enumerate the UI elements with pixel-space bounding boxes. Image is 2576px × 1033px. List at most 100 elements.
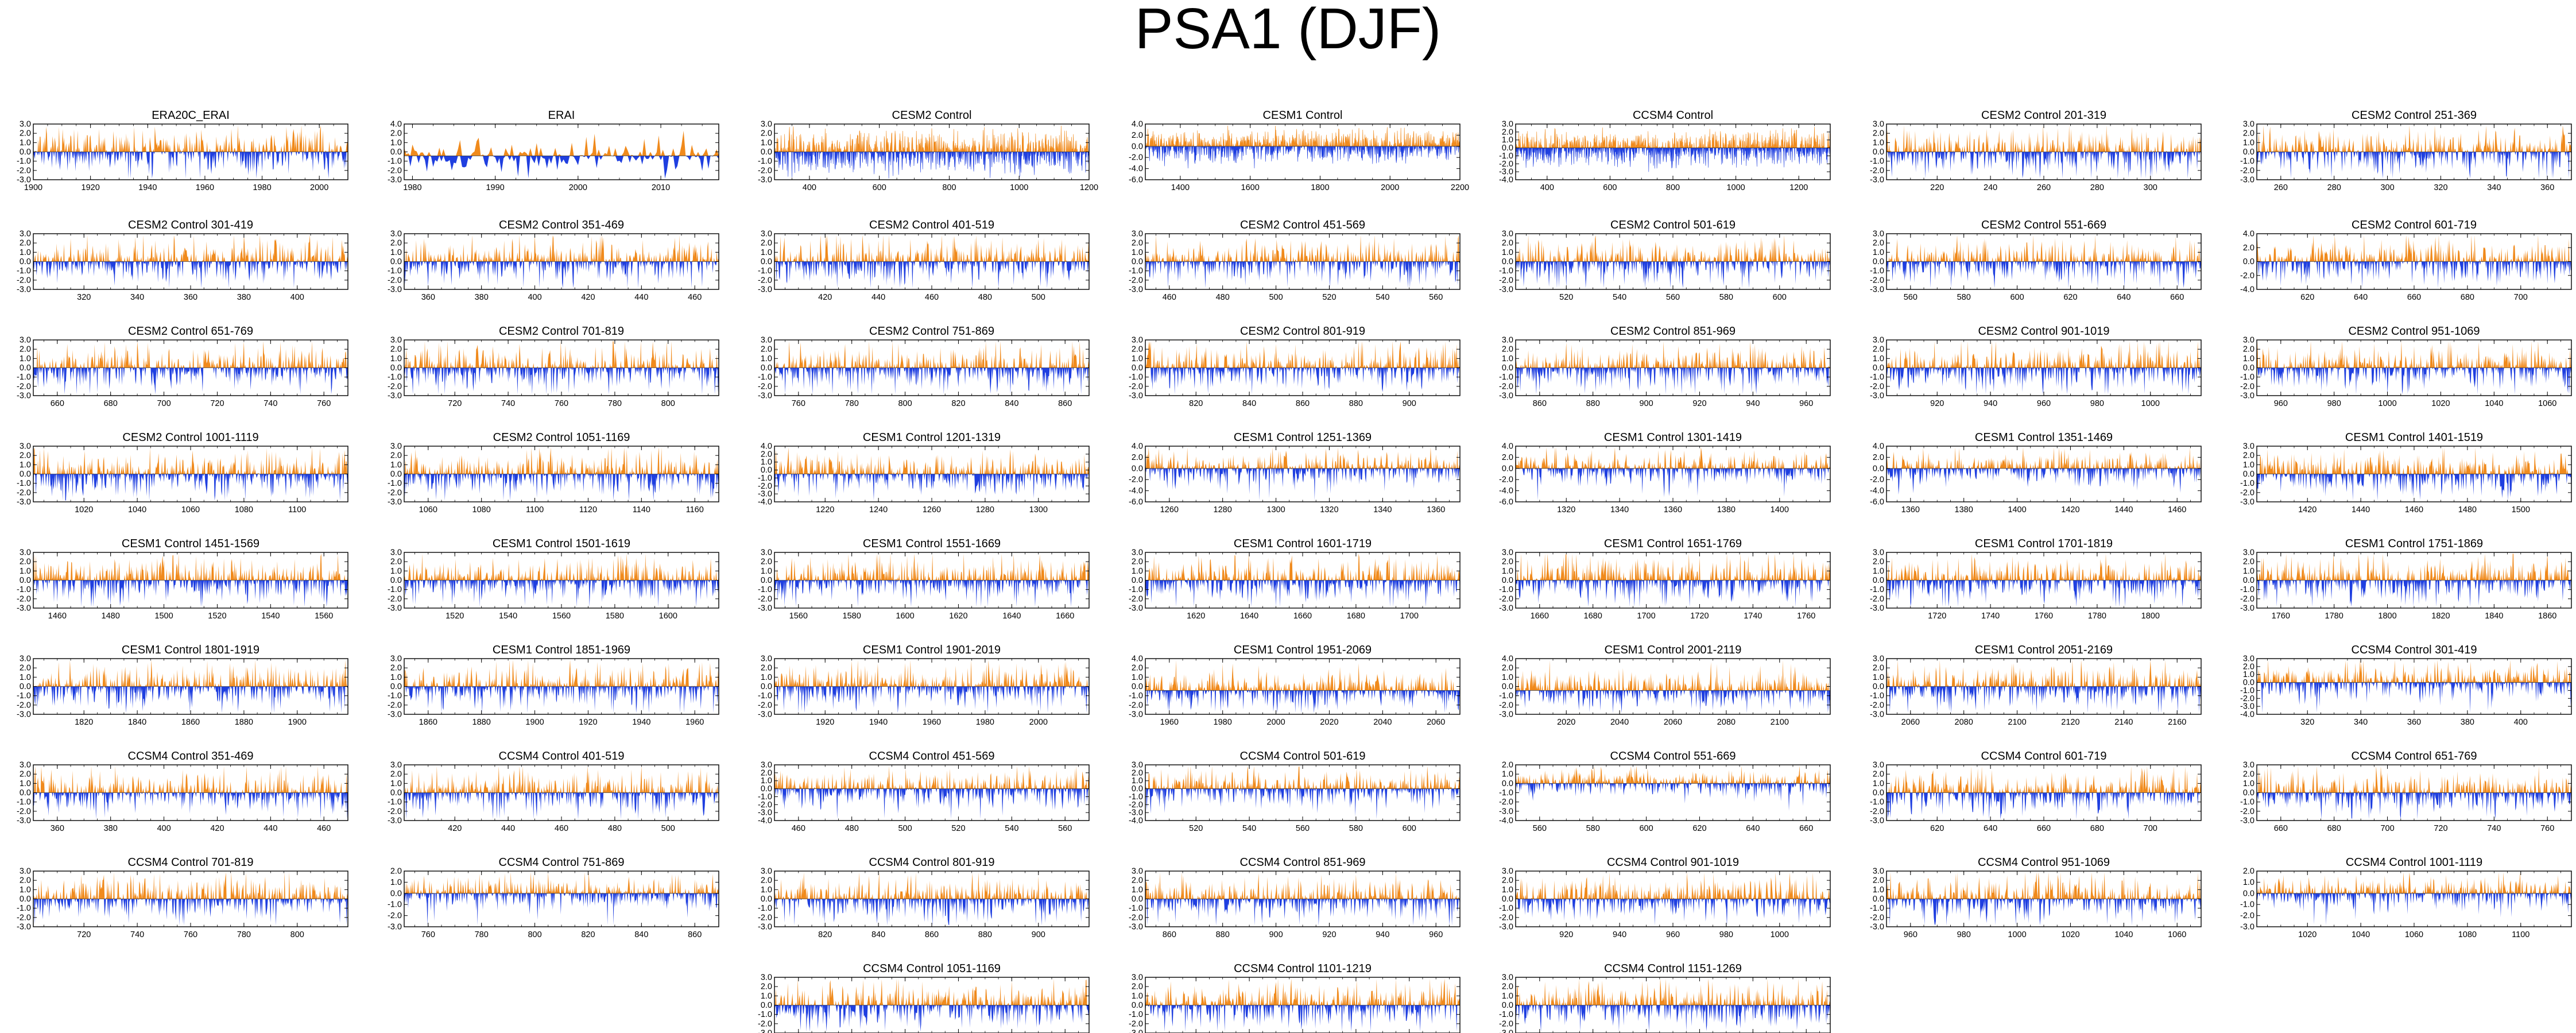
y-tick-label: 0.0 <box>1502 363 1513 373</box>
x-tick-label: 540 <box>1242 824 1256 833</box>
panel-title: CESM1 Control 1751-1869 <box>2345 537 2483 550</box>
panel-37: CESM1 Control 1851-19693.02.01.00.0-1.0-… <box>388 644 719 727</box>
negative-anomaly-area <box>774 474 1089 501</box>
positive-anomaly-area <box>1887 235 2201 262</box>
x-tick-label: 1220 <box>816 505 834 514</box>
x-tick-label: 960 <box>2274 399 2288 408</box>
x-tick-label: 1660 <box>1531 612 1549 621</box>
y-tick-label: -3.0 <box>758 604 772 613</box>
x-tick-label: 980 <box>1957 930 1971 939</box>
x-tick-label: 1060 <box>419 505 437 514</box>
y-tick-label: 2.0 <box>1502 876 1513 885</box>
panel-42: CCSM4 Control 301-419 3.02.01.00.0-1.0-2.… <box>2240 644 2572 727</box>
y-tick-label: 1.0 <box>761 248 772 257</box>
panel-title: CCSM4 Control 651-769 <box>2352 750 2477 763</box>
x-tick-label: 820 <box>818 930 832 939</box>
panel-44: CCSM4 Control 401-519 3.02.01.00.0-1.0-2.… <box>388 750 719 833</box>
y-tick-label: -3.0 <box>758 710 772 719</box>
x-tick-label: 1340 <box>1610 505 1629 514</box>
y-tick-label: -1.0 <box>1129 904 1143 913</box>
panel-4: CESM1 Control 4.0 2.0 0.0 -2.0-4.0 -6.0 1400 16… <box>1129 109 1469 192</box>
x-tick-label: 2060 <box>1427 718 1445 727</box>
y-tick-label: 0.0 <box>20 895 31 904</box>
y-tick-label: 2.0 <box>1132 768 1143 777</box>
y-tick-label: 0.0 <box>1502 895 1513 904</box>
panel-16: CESM2 Control 701-819 3.02.01.00.0-1.0-2.… <box>388 325 719 408</box>
panel-title: CCSM4 Control 951-1069 <box>1978 856 2110 869</box>
x-tick-label: 800 <box>661 399 675 408</box>
x-tick-label: 700 <box>2380 824 2394 833</box>
positive-anomaly-area <box>1145 447 1460 469</box>
y-tick-label: 2.0 <box>2243 867 2255 876</box>
y-tick-label: -2.0 <box>17 382 31 391</box>
x-tick-label: 1920 <box>816 718 834 727</box>
x-tick-label: 620 <box>2300 293 2314 302</box>
positive-anomaly-area <box>33 125 348 152</box>
plot-frame <box>1145 658 1461 715</box>
panel-24: CESM1 Control 1201-13194.02.01.00.0-1.0-… <box>758 431 1090 514</box>
y-tick-label: -3.0 <box>758 490 772 499</box>
y-tick-label: -1.0 <box>388 691 402 701</box>
x-tick-label: 480 <box>845 824 859 833</box>
x-tick-label: 800 <box>898 399 912 408</box>
y-tick-label: 0.0 <box>1873 682 1884 691</box>
y-tick-label: -1.0 <box>388 900 402 910</box>
x-tick-label: 740 <box>264 399 277 408</box>
negative-anomaly-area <box>774 686 1089 713</box>
y-tick-label: -3.0 <box>2240 817 2255 826</box>
x-tick-label: 1680 <box>1584 612 1602 621</box>
y-tick-label: -3.0 <box>758 285 772 295</box>
y-tick-label: 3.0 <box>761 120 772 129</box>
y-tick-label: 3.0 <box>1502 548 1513 558</box>
panel-46: CCSM4 Control 501-619 3.02.01.00.0-1.0-2.… <box>1129 750 1461 833</box>
y-tick-label: -3.0 <box>17 710 31 719</box>
y-tick-label: 0.0 <box>1132 142 1143 151</box>
x-tick-label: 1900 <box>525 718 544 727</box>
x-tick-label: 1840 <box>128 718 146 727</box>
x-tick-label: 560 <box>1296 824 1310 833</box>
positive-anomaly-area <box>2257 235 2571 262</box>
x-tick-label: 420 <box>448 824 462 833</box>
y-tick-label: -2.0 <box>17 913 31 922</box>
y-tick-label: -3.0 <box>388 923 402 932</box>
x-tick-label: 900 <box>1032 930 1045 939</box>
y-tick-label: 1.0 <box>2243 670 2255 679</box>
panel-title: CCSM4 Control <box>1633 109 1713 122</box>
y-tick-label: -1.0 <box>17 157 31 166</box>
x-tick-label: 1460 <box>48 612 67 621</box>
y-tick-label: 1.0 <box>1873 885 1884 895</box>
y-tick-label: -4.0 <box>1870 486 1884 496</box>
x-tick-label: 1300 <box>1029 505 1048 514</box>
x-tick-label: 1000 <box>2378 399 2396 408</box>
y-tick-label: -3.0 <box>17 604 31 613</box>
y-tick-label: 2.0 <box>761 768 772 777</box>
y-tick-label: 2.0 <box>1132 664 1143 673</box>
positive-anomaly-area <box>404 872 719 893</box>
y-tick-label: 1.0 <box>1873 779 1884 788</box>
y-tick-label: 1.0 <box>1132 248 1143 257</box>
y-tick-label: 0.0 <box>1873 895 1884 904</box>
panel-title: CCSM4 Control 1001-1119 <box>2346 856 2482 869</box>
x-tick-label: 1990 <box>486 183 504 192</box>
y-tick-label: 2.0 <box>2243 243 2255 253</box>
y-tick-label: 2.0 <box>390 451 402 461</box>
x-tick-label: 680 <box>104 399 118 408</box>
y-tick-label: 0.0 <box>761 576 772 585</box>
x-tick-label: 640 <box>2117 293 2130 302</box>
x-tick-label: 740 <box>2487 824 2501 833</box>
panel-26: CESM1 Control 1301-1419 4.0 2.0 0.0 -2.0-4.0… <box>1499 431 1831 514</box>
positive-anomaly-area <box>2257 554 2571 581</box>
y-tick-label: 3.0 <box>1502 336 1513 345</box>
y-tick-label: -6.0 <box>1499 498 1513 507</box>
y-tick-label: -3.0 <box>758 923 772 932</box>
x-tick-label: 1920 <box>579 718 597 727</box>
x-tick-label: 1920 <box>82 183 100 192</box>
positive-anomaly-area <box>1516 660 1830 691</box>
y-tick-label: -1.0 <box>1870 798 1884 807</box>
y-tick-label: 4.0 <box>2243 230 2255 239</box>
x-tick-label: 760 <box>421 930 435 939</box>
x-tick-label: 1680 <box>1347 612 1365 621</box>
y-tick-label: -1.0 <box>1499 373 1513 382</box>
y-tick-label: 3.0 <box>1873 548 1884 558</box>
y-tick-label: -1.0 <box>1129 266 1143 276</box>
